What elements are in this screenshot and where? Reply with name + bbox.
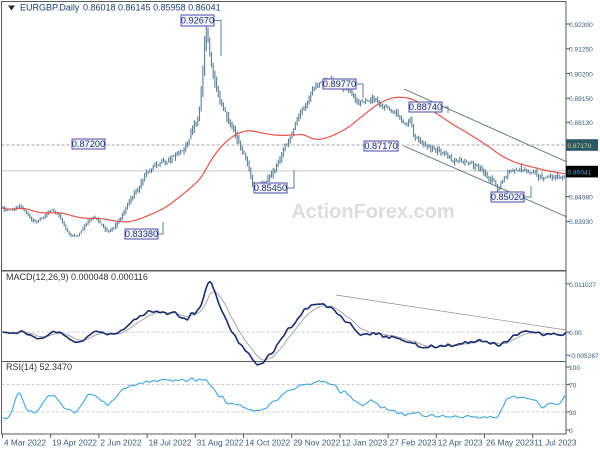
svg-text:-0.005267: -0.005267	[569, 353, 599, 360]
svg-text:0.87170: 0.87170	[364, 141, 397, 151]
svg-text:0.84980: 0.84980	[569, 194, 593, 201]
svg-text:0.86018 0.86145 0.85958 0.8604: 0.86018 0.86145 0.85958 0.86041	[83, 2, 221, 12]
svg-text:MACD(12,26,9) 0.000048 0.00011: MACD(12,26,9) 0.000048 0.000116	[6, 272, 148, 282]
svg-text:0.91250: 0.91250	[569, 47, 593, 54]
svg-text:12 Jan 2023: 12 Jan 2023	[341, 438, 387, 448]
svg-text:0.87170: 0.87170	[568, 143, 592, 150]
svg-text:0.85020: 0.85020	[491, 192, 524, 202]
svg-text:100: 100	[569, 365, 580, 372]
svg-text:4 Mar 2022: 4 Mar 2022	[4, 438, 46, 448]
svg-text:2 Jun 2022: 2 Jun 2022	[100, 438, 141, 448]
svg-text:0.86041: 0.86041	[568, 170, 592, 177]
svg-text:RSI(14) 52.3470: RSI(14) 52.3470	[6, 362, 72, 372]
svg-text:0.00: 0.00	[569, 330, 582, 337]
svg-text:14 Oct 2022: 14 Oct 2022	[245, 438, 291, 448]
svg-text:12 Apr 2023: 12 Apr 2023	[438, 438, 483, 448]
svg-text:0.88740: 0.88740	[409, 102, 442, 112]
svg-text:0.88130: 0.88130	[569, 120, 593, 127]
svg-text:31 Aug 2022: 31 Aug 2022	[197, 438, 244, 448]
svg-text:27 Feb 2023: 27 Feb 2023	[390, 438, 437, 448]
svg-text:0.92670: 0.92670	[181, 16, 214, 26]
svg-text:18 Jul 2022: 18 Jul 2022	[149, 438, 192, 448]
svg-text:70: 70	[569, 382, 577, 389]
svg-text:26 May 2023: 26 May 2023	[486, 438, 534, 448]
svg-text:0.83930: 0.83930	[569, 219, 593, 226]
svg-text:11 Jul 2023: 11 Jul 2023	[534, 438, 577, 448]
svg-text:0.83380: 0.83380	[125, 229, 158, 239]
svg-text:EURGBP.Daily: EURGBP.Daily	[20, 2, 80, 12]
svg-text:ActionForex.com: ActionForex.com	[291, 201, 454, 223]
svg-text:0.90200: 0.90200	[569, 71, 593, 78]
svg-text:30: 30	[569, 410, 577, 417]
svg-text:29 Nov 2022: 29 Nov 2022	[293, 438, 340, 448]
svg-text:0: 0	[569, 428, 573, 435]
svg-text:0.89150: 0.89150	[569, 96, 593, 103]
svg-text:0.85450: 0.85450	[254, 183, 287, 193]
svg-text:0.011027: 0.011027	[569, 282, 596, 289]
svg-text:0.89770: 0.89770	[323, 79, 356, 89]
svg-text:19 Apr 2022: 19 Apr 2022	[52, 438, 97, 448]
svg-text:0.92300: 0.92300	[569, 22, 593, 29]
svg-text:0.87200: 0.87200	[72, 139, 105, 149]
